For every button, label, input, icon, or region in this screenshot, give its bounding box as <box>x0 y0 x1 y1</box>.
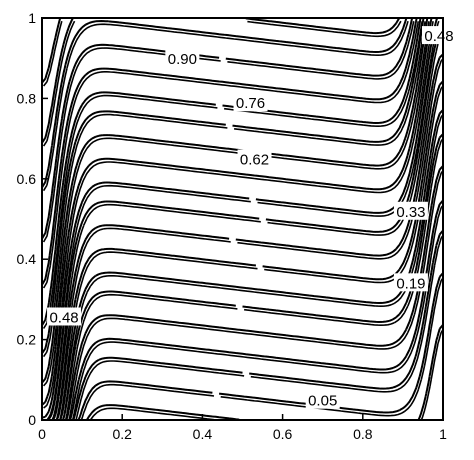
contour-label-1: 0.76 <box>233 93 268 112</box>
x-tick-label: 0.6 <box>273 426 293 442</box>
contour-label-6: 0.19 <box>393 273 428 292</box>
contour-dashdot-level-3 <box>71 204 443 420</box>
contour-dashdot-level-5 <box>64 137 443 420</box>
contour-solid-level-3 <box>69 199 443 420</box>
y-tick-label: 0.6 <box>17 171 37 187</box>
contour-dashdot-level-15 <box>42 21 419 289</box>
x-tick-label: 0 <box>38 426 46 442</box>
contour-label-text: 0.48 <box>49 309 78 326</box>
axis-ticks: 0 0.2 0.4 0.6 0.8 1 0 0.2 0.4 0.6 0.8 1 <box>17 10 448 442</box>
x-tick-label: 0.8 <box>353 426 373 442</box>
contour-label-text: 0.62 <box>240 152 269 169</box>
contour-dashdot-level-10 <box>43 20 440 420</box>
contour-dashdot-level-14 <box>42 21 423 329</box>
contour-dashdot-level-2 <box>75 234 443 420</box>
contour-dashdot-level-6 <box>62 113 443 420</box>
contour-label-text: 0.76 <box>236 95 265 112</box>
contour-solid-level-10 <box>42 18 439 419</box>
y-tick-label: 0 <box>28 412 36 428</box>
contour-label-4: 0.48 <box>47 307 82 326</box>
y-tick-label: 1 <box>28 10 36 26</box>
y-tick-label: 0.4 <box>17 251 37 267</box>
contour-label-text: 0.19 <box>396 275 425 292</box>
y-tick-label: 0.8 <box>17 90 37 106</box>
contour-dashdot-level-17 <box>42 20 409 192</box>
contour-label-text: 0.48 <box>424 28 453 45</box>
y-tick-label: 0.2 <box>17 332 37 348</box>
contour-label-7: 0.05 <box>305 390 340 410</box>
contour-label-text: 0.90 <box>168 51 197 68</box>
contour-label-3: 0.48 <box>421 26 456 45</box>
x-tick-label: 0.2 <box>112 426 132 442</box>
contour-label-2: 0.62 <box>237 149 272 169</box>
contour-label-text: 0.33 <box>396 204 425 221</box>
contour-solid-level-2 <box>72 229 443 420</box>
plot-frame <box>41 17 444 421</box>
contour-solid-level-0 <box>85 324 443 420</box>
x-tick-label: 1 <box>439 426 447 442</box>
contour-labels: 0.90 0.76 0.62 0.48 0.48 0.33 0.19 0.05 <box>47 26 456 410</box>
contour-dashdot-level-4 <box>68 169 443 420</box>
contour-dashdot-level-19 <box>42 20 63 87</box>
contour-label-text: 0.05 <box>308 393 337 410</box>
contour-label-5: 0.33 <box>393 201 428 221</box>
contour-dashdot-level-11 <box>43 21 434 409</box>
contour-dashdot-level-18 <box>42 20 402 147</box>
x-tick-label: 0.4 <box>193 426 213 442</box>
contour-dashdot-level-13 <box>42 21 426 358</box>
contour-label-0: 0.90 <box>165 49 200 68</box>
contour-solid-level-4 <box>65 165 443 420</box>
